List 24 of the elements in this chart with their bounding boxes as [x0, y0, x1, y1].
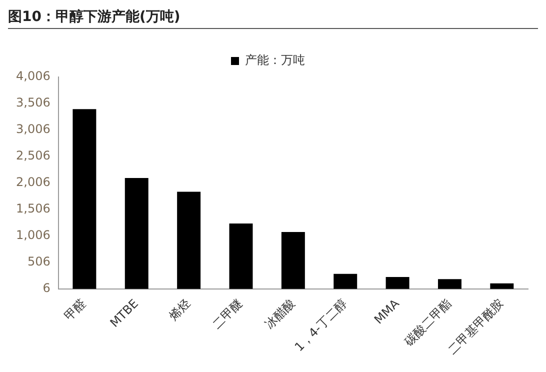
bar — [334, 274, 358, 289]
y-tick-label: 506 — [27, 254, 50, 269]
bar — [177, 192, 201, 289]
x-tick-label: 烯烃 — [166, 296, 194, 324]
y-tick-label: 3,506 — [16, 96, 50, 110]
bar — [281, 232, 305, 289]
chart-title: 图10：甲醇下游产能(万吨) — [8, 8, 538, 29]
y-tick-label: 4,006 — [16, 69, 50, 84]
y-tick-label: 6 — [42, 281, 50, 296]
bar — [438, 279, 462, 289]
x-tick-label: 冰醋酸 — [262, 296, 298, 332]
bar — [72, 109, 96, 289]
x-tick-label: 甲醛 — [62, 296, 89, 324]
y-tick-label: 3,006 — [16, 122, 50, 136]
x-tick-label: 二甲醚 — [210, 296, 246, 332]
bar — [490, 283, 514, 289]
y-tick-label: 2,006 — [16, 175, 50, 190]
bar — [386, 277, 410, 289]
y-tick-label: 1,006 — [16, 228, 50, 242]
bar — [124, 178, 148, 289]
y-tick-label: 2,506 — [16, 148, 50, 163]
legend-label: 产能：万吨 — [245, 53, 305, 68]
bar — [229, 224, 253, 289]
y-tick-label: 1,506 — [16, 202, 50, 216]
